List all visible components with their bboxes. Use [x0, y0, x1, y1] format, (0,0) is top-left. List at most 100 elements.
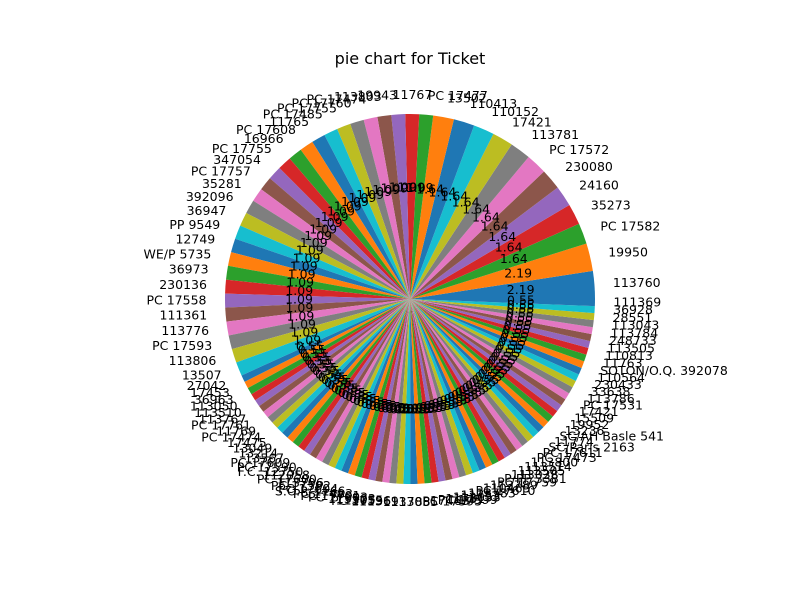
- pie-slice: [247, 299, 410, 395]
- pie-slice: [375, 299, 410, 482]
- slice-percent-label: 1.09: [406, 180, 434, 195]
- slice-percent-label: 0.55: [349, 391, 377, 406]
- slice-percent-label: 0.55: [497, 338, 525, 353]
- slice-percent-label: 0.55: [462, 380, 490, 395]
- pie-slice: [253, 189, 410, 299]
- slice-percent-label: 1.09: [321, 209, 349, 224]
- slice-percent-label: 0.55: [493, 345, 521, 360]
- slice-label: 110564: [597, 370, 645, 385]
- pie-slice: [410, 205, 580, 299]
- slice-label: 110813: [605, 348, 653, 363]
- slice-label: PC 17590: [237, 460, 297, 475]
- slice-label: 113796: [276, 475, 324, 490]
- slice-percent-label: 0.55: [444, 391, 472, 406]
- slice-percent-label: 1.09: [304, 228, 332, 243]
- slice-label: 112053: [453, 489, 501, 504]
- pie-slice: [361, 299, 410, 480]
- slice-percent-label: 1.09: [285, 283, 313, 298]
- slice-percent-label: 1.09: [364, 184, 392, 199]
- pie-slice: [410, 299, 453, 481]
- pie-slice: [410, 299, 587, 362]
- pie-slice: [410, 187, 570, 299]
- slice-percent-label: 0.55: [483, 359, 511, 374]
- slice-label: 113505: [518, 463, 566, 478]
- slice-labels: 113760 19950 PC 17582 35273 24160 230080 PC 17…: [144, 87, 728, 509]
- pie-slice: [354, 299, 410, 478]
- slice-label: 113806: [169, 353, 217, 368]
- slice-label: 13049: [233, 440, 273, 455]
- pie-slice: [289, 149, 410, 299]
- slice-percent-label: 1.64: [495, 240, 523, 255]
- slice-percent-label: 0.55: [296, 338, 324, 353]
- pie-slice: [226, 265, 410, 299]
- pie-slice: [322, 299, 410, 466]
- slice-percent-label: 0.55: [411, 400, 439, 415]
- pie-slice: [410, 299, 473, 476]
- pie-slice: [410, 243, 593, 299]
- slice-percent-label: 0.55: [428, 397, 456, 412]
- slice-percent-label: 0.55: [369, 398, 397, 413]
- slice-label: 16966: [244, 131, 284, 146]
- slice-percent-label: 1.09: [286, 275, 314, 290]
- pie-slice: [341, 299, 410, 474]
- pie-slice: [259, 299, 410, 412]
- slice-percent-label: 0.55: [302, 349, 330, 364]
- pie-slice: [226, 299, 410, 336]
- slice-percent-label: 1.09: [397, 180, 425, 195]
- slice-label: 11767: [393, 87, 433, 102]
- pie-slice: [410, 299, 585, 369]
- slice-label: 113783: [468, 486, 516, 501]
- slice-label: F.C. 12750: [238, 464, 304, 479]
- slice-label: PC 17592: [271, 478, 331, 493]
- slice-percent-label: 0.55: [488, 353, 516, 368]
- slice-label: 12749: [175, 232, 215, 247]
- slice-percent-label: 1.09: [285, 292, 313, 307]
- slice-label: 13502: [447, 90, 487, 105]
- pie-slice: [261, 178, 410, 299]
- pie-slice: [228, 299, 410, 350]
- pie-slice: [410, 299, 460, 480]
- pie-slice: [410, 299, 549, 428]
- pie-slice: [255, 299, 410, 407]
- slice-label: 17463: [430, 493, 470, 508]
- pie-slice: [277, 299, 410, 433]
- pie-slice: [410, 157, 544, 299]
- slice-percent-label: 1.09: [334, 199, 362, 214]
- slice-label: 113767: [199, 411, 247, 426]
- slice-percent-label: 1.09: [288, 266, 316, 281]
- pie-slice: [410, 299, 562, 411]
- slice-percent-label: 1.09: [309, 221, 337, 236]
- slice-label: 35273: [591, 197, 631, 212]
- slice-percent-label: 0.55: [440, 393, 468, 408]
- slice-label: 113776: [161, 323, 209, 338]
- slice-label: 110465: [483, 481, 531, 496]
- slice-label: 13236: [565, 423, 605, 438]
- pie-slice: [241, 299, 410, 382]
- slice-percent-label: 1.64: [500, 251, 528, 266]
- slice-percent-label: 0.55: [503, 322, 531, 337]
- slice-label: 110152: [491, 104, 539, 119]
- slice-percent-label: 0.55: [490, 349, 518, 364]
- slice-label: 113505: [607, 341, 655, 356]
- slice-percent-label: 1.09: [290, 325, 318, 340]
- pie-slice: [263, 299, 410, 418]
- slice-label: PC 17603: [308, 490, 368, 505]
- pie-slice: [337, 123, 410, 300]
- slice-percent-label: 0.55: [357, 394, 385, 409]
- slice-label: 36947: [187, 203, 227, 218]
- pie-slice: [225, 293, 410, 308]
- pie-slice: [298, 299, 410, 451]
- slice-label: 113043: [612, 318, 660, 333]
- slice-label: 17475: [227, 435, 267, 450]
- slice-percent-label: 1.64: [462, 201, 490, 216]
- slice-percent-label: 0.55: [506, 305, 534, 320]
- slice-label: PC 17582: [600, 219, 660, 234]
- pie-slice: [251, 299, 410, 401]
- pie-slice: [410, 299, 544, 433]
- pie-slice: [410, 299, 534, 442]
- slice-label: PC 17757: [191, 164, 251, 179]
- slice-percent-label: 1.64: [472, 210, 500, 225]
- slice-label: 113050: [190, 399, 238, 414]
- slice-label: PC 17599: [438, 492, 498, 507]
- pie-slice: [410, 119, 475, 299]
